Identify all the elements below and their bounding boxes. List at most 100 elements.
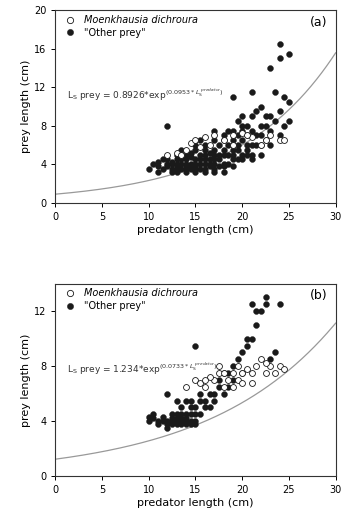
Point <box>249 88 254 96</box>
Point <box>249 300 254 308</box>
Point <box>179 417 184 425</box>
Point <box>258 141 264 149</box>
Point <box>230 131 236 139</box>
Point <box>235 141 240 149</box>
Point <box>239 155 245 163</box>
Point <box>230 141 236 149</box>
Point <box>174 168 180 176</box>
Point <box>183 420 189 428</box>
Point <box>225 160 231 168</box>
Point <box>193 141 198 149</box>
Point <box>244 365 249 373</box>
Point <box>277 40 282 48</box>
Point <box>249 378 254 387</box>
X-axis label: predator length (cm): predator length (cm) <box>137 225 254 234</box>
Point <box>253 141 259 149</box>
Point <box>193 410 198 418</box>
Point <box>230 146 236 154</box>
Point <box>281 122 287 130</box>
Point <box>216 382 221 391</box>
Point <box>221 382 226 391</box>
Point <box>216 155 221 163</box>
Point <box>258 122 264 130</box>
Point <box>197 410 203 418</box>
Point <box>258 355 264 364</box>
Point <box>169 420 175 428</box>
Y-axis label: prey length (cm): prey length (cm) <box>21 60 31 153</box>
Point <box>230 151 236 159</box>
Point <box>202 382 208 391</box>
Point <box>272 117 277 125</box>
Point <box>188 139 193 147</box>
Point <box>216 141 221 149</box>
Point <box>277 300 282 308</box>
Point <box>193 420 198 428</box>
Point <box>179 160 184 168</box>
Point <box>193 160 198 168</box>
Point <box>277 107 282 115</box>
Point <box>174 414 180 422</box>
Point <box>174 165 180 173</box>
Point <box>253 131 259 139</box>
Point <box>202 160 208 168</box>
Point <box>249 151 254 159</box>
Point <box>179 165 184 173</box>
Point <box>202 165 208 173</box>
Point <box>151 160 156 168</box>
Point <box>207 403 212 412</box>
Point <box>183 382 189 391</box>
Point <box>221 151 226 159</box>
Point <box>197 390 203 398</box>
Point <box>239 122 245 130</box>
Point <box>179 414 184 422</box>
Point <box>174 160 180 168</box>
Point <box>193 146 198 154</box>
Point <box>249 334 254 343</box>
Point <box>165 155 170 163</box>
Point <box>272 348 277 356</box>
Point <box>216 369 221 377</box>
Point <box>244 131 249 139</box>
Point <box>235 362 240 370</box>
Point <box>216 162 221 170</box>
Point <box>216 151 221 159</box>
Point <box>230 126 236 135</box>
Point <box>183 417 189 425</box>
Point <box>207 148 212 157</box>
Point <box>272 369 277 377</box>
Point <box>221 369 226 377</box>
Point <box>258 151 264 159</box>
Point <box>193 136 198 144</box>
Point <box>277 362 282 370</box>
Point <box>169 158 175 166</box>
Point <box>188 153 193 161</box>
Point <box>165 151 170 159</box>
Point <box>197 155 203 163</box>
Point <box>202 151 208 159</box>
Point <box>193 403 198 412</box>
Point <box>151 410 156 418</box>
Point <box>286 98 292 106</box>
Point <box>221 146 226 154</box>
Point <box>235 131 240 139</box>
Point <box>249 155 254 163</box>
Point <box>169 417 175 425</box>
Point <box>239 112 245 120</box>
Point <box>244 151 249 159</box>
Point <box>165 122 170 130</box>
Point <box>183 168 189 176</box>
Point <box>202 146 208 154</box>
Point <box>263 300 268 308</box>
Point <box>225 376 231 384</box>
Y-axis label: prey length (cm): prey length (cm) <box>21 333 31 426</box>
Point <box>188 160 193 168</box>
Point <box>179 155 184 163</box>
Point <box>267 131 273 139</box>
Point <box>253 362 259 370</box>
Point <box>235 117 240 125</box>
Point <box>211 165 217 173</box>
Point <box>155 158 161 166</box>
Text: (a): (a) <box>310 16 327 29</box>
Point <box>267 64 273 72</box>
Point <box>188 162 193 170</box>
